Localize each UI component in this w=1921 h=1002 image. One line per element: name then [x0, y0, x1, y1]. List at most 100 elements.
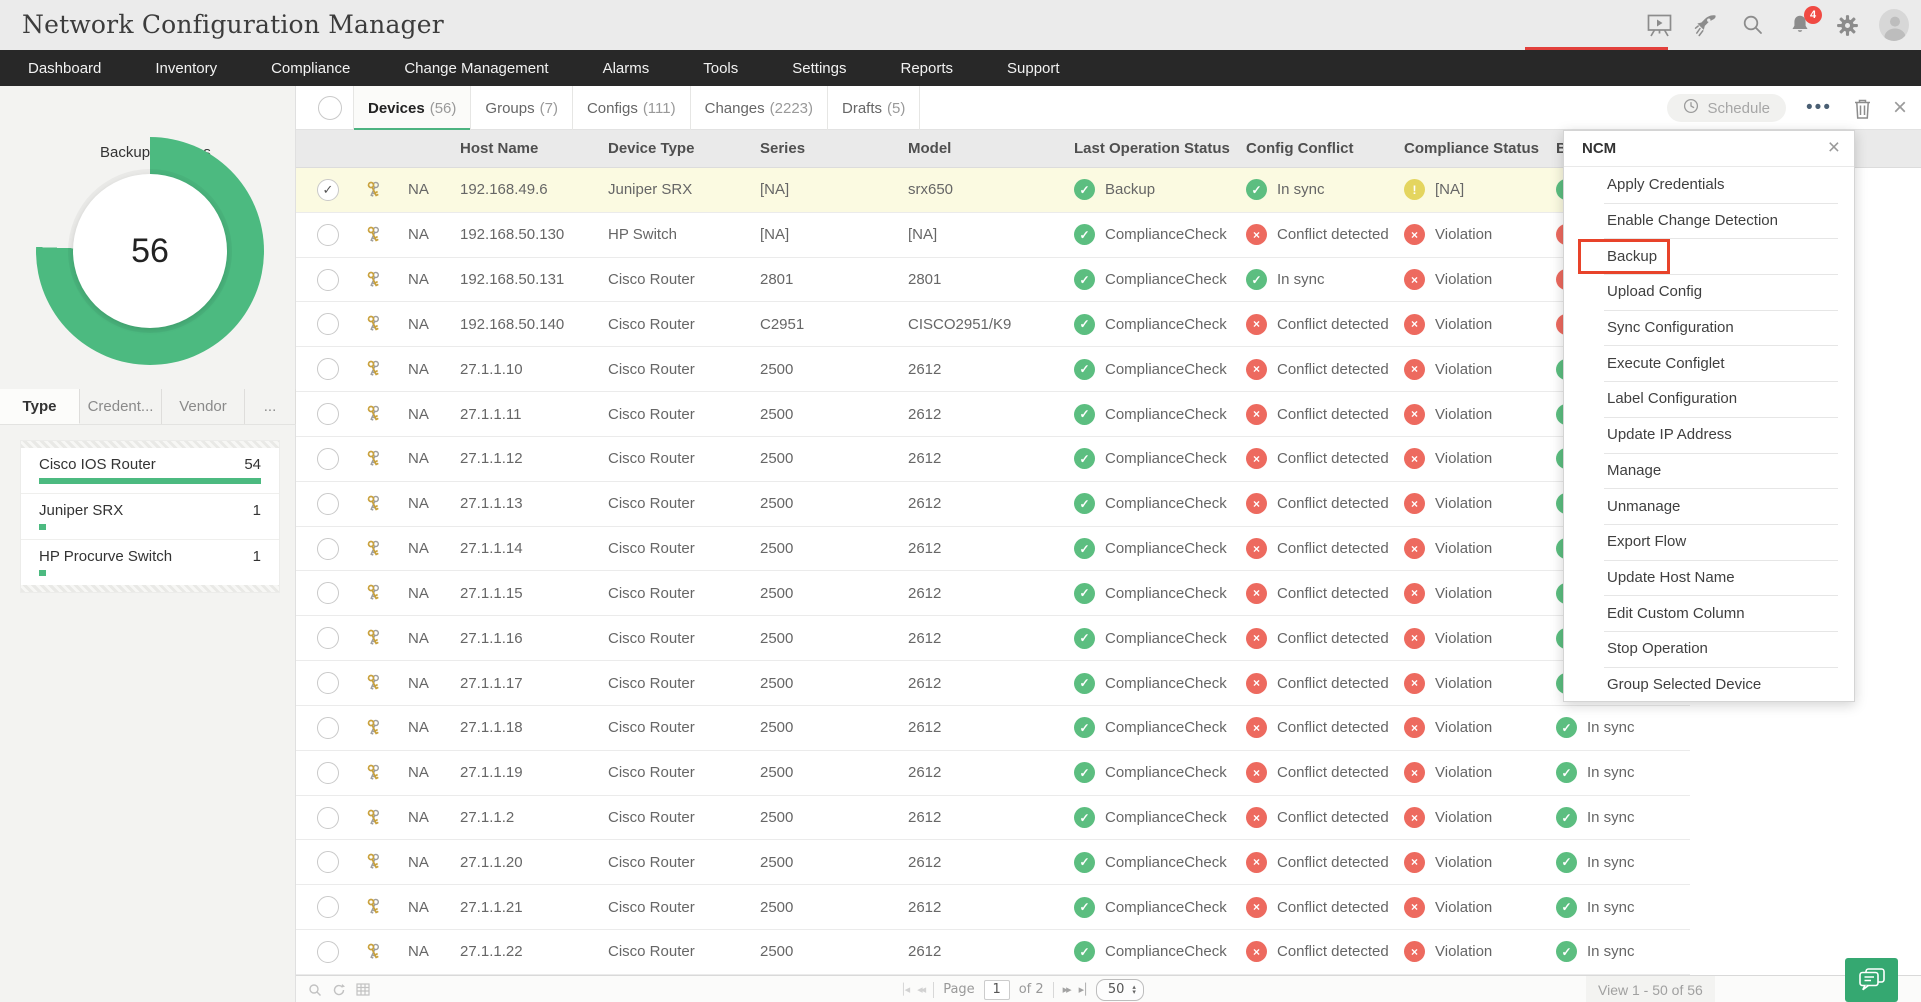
nav-item-reports[interactable]: Reports: [900, 59, 954, 77]
table-row[interactable]: NA 27.1.1.16 Cisco Router 2500 2612 ✓ Complian…: [296, 616, 1690, 662]
menu-item-update-ip-address[interactable]: Update IP Address: [1564, 416, 1854, 453]
legend-item[interactable]: Cisco IOS Router 54: [21, 448, 279, 493]
row-checkbox[interactable]: [317, 761, 339, 784]
row-checkbox[interactable]: [317, 313, 339, 336]
tab-devices[interactable]: Devices (56): [353, 86, 472, 131]
nav-item-support[interactable]: Support: [1007, 59, 1060, 77]
row-checkbox[interactable]: [317, 223, 339, 246]
last-page-button[interactable]: ▸│: [1078, 983, 1089, 996]
panel-close-icon[interactable]: ×: [1827, 136, 1840, 159]
menu-item-execute-configlet[interactable]: Execute Configlet: [1564, 345, 1854, 381]
menu-item-manage[interactable]: Manage: [1564, 452, 1854, 489]
table-row[interactable]: NA 27.1.1.17 Cisco Router 2500 2612 ✓ Complian…: [296, 661, 1690, 706]
column-header-host-name[interactable]: Host Name: [460, 140, 539, 157]
prev-page-button[interactable]: ◂◂: [917, 983, 926, 996]
table-row[interactable]: NA 192.168.50.130 HP Switch [NA] [NA] ✓ Compli…: [296, 212, 1690, 258]
row-checkbox[interactable]: [317, 806, 339, 829]
row-checkbox[interactable]: [317, 672, 339, 695]
menu-item-unmanage[interactable]: Unmanage: [1564, 488, 1854, 524]
menu-item-apply-credentials[interactable]: Apply Credentials: [1607, 176, 1725, 194]
column-header-compliance-status[interactable]: Compliance Status: [1404, 140, 1540, 157]
table-row[interactable]: NA 27.1.1.20 Cisco Router 2500 2612 ✓ Complian…: [296, 840, 1690, 886]
menu-item-enable-change-detection[interactable]: Enable Change Detection: [1564, 202, 1854, 239]
column-header-config-conflict[interactable]: Config Conflict: [1246, 140, 1354, 157]
row-checkbox[interactable]: [317, 403, 339, 426]
column-header-device-type[interactable]: Device Type: [608, 140, 695, 157]
nav-item-tools[interactable]: Tools: [703, 59, 739, 77]
tab-changes[interactable]: Changes (2223): [691, 86, 829, 130]
table-row[interactable]: ✓ NA 192.168.49.6 Juniper SRX [NA] srx650 ✓ Bac…: [296, 168, 1690, 213]
row-checkbox[interactable]: ✓: [317, 178, 339, 201]
menu-item-label-configuration[interactable]: Label Configuration: [1564, 381, 1854, 417]
gear-icon[interactable]: [1832, 8, 1862, 42]
menu-item-backup[interactable]: Backup: [1564, 238, 1854, 275]
user-avatar[interactable]: [1879, 8, 1909, 42]
row-checkbox[interactable]: [317, 716, 339, 739]
menu-item-export-flow[interactable]: Export Flow: [1564, 523, 1854, 560]
menu-item-upload-config[interactable]: Upload Config: [1564, 274, 1854, 310]
table-row[interactable]: NA 27.1.1.12 Cisco Router 2500 2612 ✓ Complian…: [296, 436, 1690, 482]
table-row[interactable]: NA 27.1.1.19 Cisco Router 2500 2612 ✓ Complian…: [296, 750, 1690, 796]
presentation-icon[interactable]: [1644, 8, 1674, 42]
row-checkbox[interactable]: [317, 940, 339, 963]
menu-item-stop-operation[interactable]: Stop Operation: [1564, 630, 1854, 667]
refresh-icon[interactable]: [332, 983, 346, 997]
table-row[interactable]: NA 27.1.1.22 Cisco Router 2500 2612 ✓ Complian…: [296, 930, 1690, 975]
column-header-last-operation-status[interactable]: Last Operation Status: [1074, 140, 1230, 157]
sidebar-tab-vendor[interactable]: Vendor: [162, 389, 245, 424]
table-row[interactable]: NA 27.1.1.14 Cisco Router 2500 2612 ✓ Complian…: [296, 526, 1690, 572]
sidebar-tab-[interactable]: ...: [245, 389, 296, 424]
nav-item-change-management[interactable]: Change Management: [404, 59, 549, 77]
menu-item-edit-custom-column[interactable]: Edit Custom Column: [1564, 595, 1854, 631]
tab-configs[interactable]: Configs (111): [573, 86, 691, 130]
row-checkbox[interactable]: [317, 582, 339, 605]
tab-groups[interactable]: Groups (7): [471, 86, 573, 130]
table-row[interactable]: NA 27.1.1.10 Cisco Router 2500 2612 ✓ Complian…: [296, 347, 1690, 393]
nav-item-alarms[interactable]: Alarms: [602, 59, 650, 77]
row-checkbox[interactable]: [317, 851, 339, 874]
table-row[interactable]: NA 27.1.1.15 Cisco Router 2500 2612 ✓ Complian…: [296, 571, 1690, 617]
bell-icon[interactable]: 4: [1785, 6, 1822, 42]
table-row[interactable]: NA 27.1.1.13 Cisco Router 2500 2612 ✓ Complian…: [296, 481, 1690, 527]
schedule-button[interactable]: Schedule: [1667, 94, 1787, 122]
row-checkbox[interactable]: [317, 627, 339, 650]
row-checkbox[interactable]: [317, 358, 339, 381]
column-header-series[interactable]: Series: [760, 140, 806, 157]
grid-icon[interactable]: [356, 983, 370, 996]
page-size-select[interactable]: 50 ▴ ▾: [1095, 978, 1144, 1001]
nav-item-dashboard[interactable]: Dashboard: [28, 59, 102, 77]
tab-drafts[interactable]: Drafts (5): [828, 86, 921, 130]
nav-item-compliance[interactable]: Compliance: [271, 59, 351, 77]
nav-item-inventory[interactable]: Inventory: [155, 59, 218, 77]
table-row[interactable]: NA 192.168.50.140 Cisco Router C2951 CISCO29…: [296, 302, 1690, 348]
legend-item[interactable]: Juniper SRX 1: [21, 493, 279, 539]
more-actions-button[interactable]: •••: [1806, 97, 1832, 118]
row-checkbox[interactable]: [317, 268, 339, 291]
table-row[interactable]: NA 27.1.1.2 Cisco Router 2500 2612 ✓ Complianc…: [296, 795, 1690, 841]
delete-button[interactable]: [1852, 97, 1873, 120]
chat-button[interactable]: [1845, 958, 1898, 1002]
sidebar-tab-type[interactable]: Type: [0, 389, 80, 424]
menu-item-update-host-name[interactable]: Update Host Name: [1564, 559, 1854, 596]
menu-item-sync-configuration[interactable]: Sync Configuration: [1564, 309, 1854, 346]
rocket-icon[interactable]: [1691, 8, 1721, 42]
page-number-input[interactable]: [983, 979, 1010, 1000]
next-page-button[interactable]: ▸▸: [1062, 983, 1072, 996]
select-all-checkbox[interactable]: [318, 96, 342, 120]
table-row[interactable]: NA 192.168.50.131 Cisco Router 2801 2801 ✓ Com…: [296, 257, 1690, 303]
column-header-model[interactable]: Model: [908, 140, 952, 157]
row-checkbox[interactable]: [317, 896, 339, 919]
row-checkbox[interactable]: [317, 537, 339, 560]
first-page-button[interactable]: │◂: [900, 983, 910, 996]
search-icon[interactable]: [1738, 8, 1768, 42]
legend-item[interactable]: HP Procurve Switch 1: [21, 539, 279, 585]
menu-item-group-selected-device[interactable]: Group Selected Device: [1564, 666, 1854, 703]
table-row[interactable]: NA 27.1.1.18 Cisco Router 2500 2612 ✓ Complian…: [296, 705, 1690, 751]
row-checkbox[interactable]: [317, 447, 339, 470]
close-view-button[interactable]: ×: [1892, 94, 1907, 121]
row-checkbox[interactable]: [317, 492, 339, 515]
table-row[interactable]: NA 27.1.1.21 Cisco Router 2500 2612 ✓ Complian…: [296, 885, 1690, 931]
sidebar-tab-credent[interactable]: Credent...: [80, 389, 162, 424]
zoom-icon[interactable]: [308, 983, 322, 997]
nav-item-settings[interactable]: Settings: [792, 59, 847, 77]
